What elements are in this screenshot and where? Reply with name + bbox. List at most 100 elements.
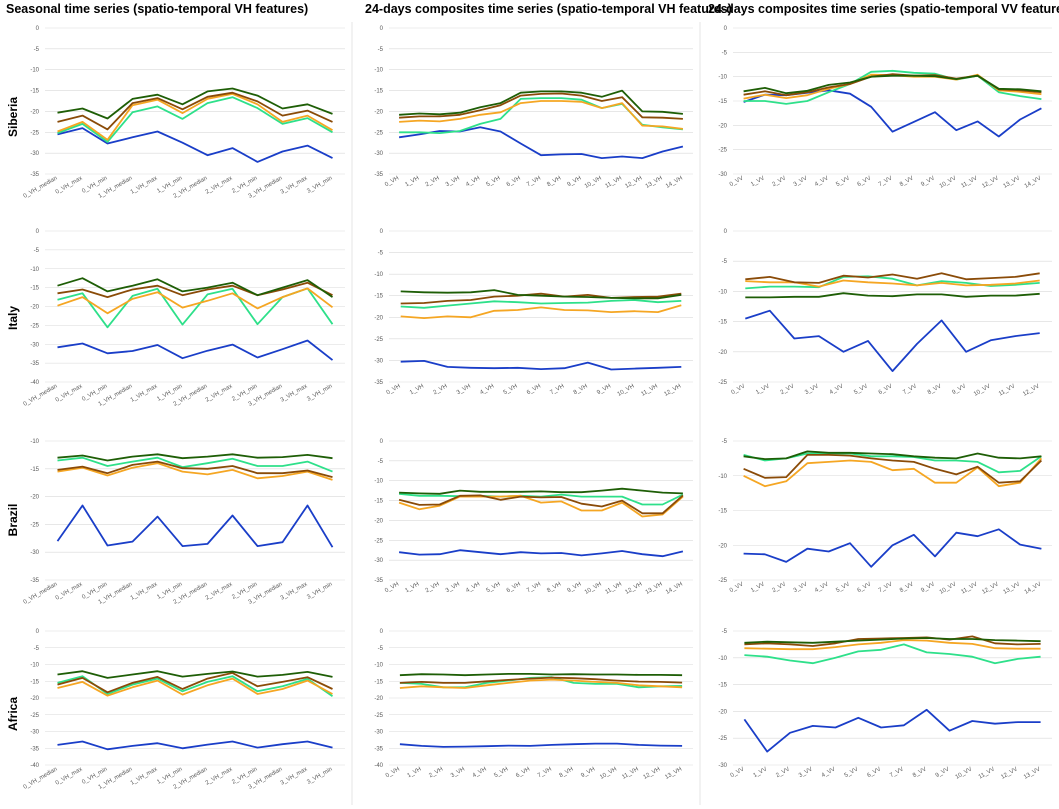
y-tick-label: -15 [30,679,39,685]
y-tick-label: -35 [30,746,39,752]
series-brown-line [57,460,333,478]
y-tick-label: -40 [30,763,39,769]
x-tick-label: 2_VV [780,384,796,397]
x-tick-label: 10_VH [584,176,603,190]
x-tick-label: 4_VV [814,176,830,189]
y-tick-label: -35 [374,746,383,752]
column-title-seasonal-vh: Seasonal time series (spatio-temporal VH… [6,2,308,16]
x-tick-label: 8_VH [546,582,562,595]
series-darkgreen-line [57,87,333,120]
y-tick-label: -5 [722,50,728,56]
x-tick-label: 0_VV [729,582,745,595]
x-tick-label: 8_VH [573,384,589,397]
chart-italy-seasonal: 0 -5 -10 -15 -20 -25 -30 -35 -400_VH_median0_VH_… [23,229,345,408]
y-tick-label: -20 [718,350,727,356]
x-tick-label: 3_VH [450,767,466,780]
x-tick-label: 3_VH_max [280,582,309,602]
y-tick-label: -10 [718,474,727,480]
y-tick-label: -10 [374,68,383,74]
series-darkgreen-line [400,289,682,300]
x-tick-label: 6_VH [515,767,531,780]
row-label-italy: Italy [6,306,20,330]
y-tick-label: -35 [374,380,383,386]
x-tick-label: 13_VH [664,767,683,781]
x-tick-label: 3_VV [793,176,809,189]
series-orange-line [57,287,334,315]
y-tick-label: -10 [30,439,39,445]
series-brown-line [57,672,333,694]
x-tick-label: 7_VV [902,384,918,397]
y-tick-label: -30 [30,730,39,736]
series-orange-line [743,457,1043,488]
x-tick-label: 13_VH [645,176,664,190]
series-darkgreen-line [57,670,333,679]
x-tick-label: 4_VH [465,582,481,595]
chart-africa-seasonal: 0 -5 -10 -15 -20 -25 -30 -35 -400_VH_median0_VH_… [23,629,345,791]
y-tick-label: -25 [374,337,383,343]
x-tick-label: 9_VV [935,767,951,780]
x-tick-label: 0_VH_median [23,767,59,791]
x-tick-label: 3_VV [804,384,820,397]
series-brown-line [743,73,1042,97]
y-tick-label: -25 [374,538,383,544]
y-tick-label: -30 [30,550,39,556]
x-tick-label: 12_VH [643,767,662,781]
series-darkgreen-line [399,673,683,677]
y-tick-label: -25 [718,148,727,154]
x-tick-label: 1_VV [750,582,766,595]
x-tick-label: 14_VH [665,176,684,190]
x-tick-label: 2_VV [775,767,791,780]
x-tick-label: 8_VV [899,582,915,595]
y-tick-label: -5 [378,251,384,257]
x-tick-label: 6_VH [506,582,522,595]
x-tick-label: 2_VH_max [205,582,234,602]
y-tick-label: 0 [724,229,728,235]
x-tick-label: 3_VH_max [280,384,309,404]
chart-brazil-vh: 0 -5 -10 -15 -20 -25 -30 -350_VH 1_VH 2_VH 3_VH 4_V… [374,439,693,596]
y-tick-label: -20 [374,518,383,524]
x-tick-label: 1_VH [407,767,423,780]
x-tick-label: 5_VH [493,767,509,780]
x-tick-label: 10_VH [584,582,603,596]
chart-brazil-vv: -5 -10 -15 -20 -250_VV 1_VV 2_VV 3_VV 4_VV 5_VV 6_… [718,439,1052,596]
x-tick-label: 9_VH [596,384,612,397]
x-tick-label: 6_VV [878,384,894,397]
x-tick-label: 10_VV [939,582,958,596]
x-tick-label: 13_VV [1002,582,1021,596]
series-green-line [57,456,333,473]
x-tick-label: 9_VH [580,767,596,780]
x-tick-label: 7_VV [878,582,894,595]
x-tick-label: 1_VV [755,384,771,397]
y-tick-label: -30 [374,730,383,736]
series-darkgreen-line [399,487,683,495]
series-orange-line [57,93,333,141]
y-tick-label: -20 [718,543,727,549]
x-tick-label: 4_VH [472,767,488,780]
x-tick-label: 13_VV [1023,767,1042,781]
x-tick-label: 11_VV [960,176,978,190]
y-tick-label: -20 [718,709,727,715]
x-tick-label: 11_VH [621,767,640,781]
x-tick-label: 3_VH_min [306,176,333,195]
chart-siberia-vh: 0 -5 -10 -15 -20 -25 -30 -350_VH 1_VH 2_VH 3_VH 4_V… [374,26,693,190]
series-darkgreen-line [399,89,683,116]
y-tick-label: 0 [380,229,384,235]
series-blue-line [57,127,333,163]
y-tick-label: -30 [718,172,727,178]
y-tick-label: -5 [378,646,384,652]
x-tick-label: 11_VV [998,384,1016,398]
column-title-composites-vh: 24-days composites time series (spatio-t… [365,2,732,16]
x-tick-label: 1_VV [752,767,768,780]
y-tick-label: 0 [36,26,40,32]
y-tick-label: -10 [718,289,727,295]
y-tick-label: -5 [378,459,384,465]
y-tick-label: -25 [718,736,727,742]
x-tick-label: 1_VH_max [130,176,159,196]
series-brown-line [57,91,333,131]
x-tick-label: 8_VH [546,176,562,189]
x-tick-label: 5_VV [835,582,851,595]
x-tick-label: 11_VH [605,582,624,596]
x-tick-label: 11_VH [605,176,624,190]
y-tick-label: -25 [374,713,383,719]
y-tick-label: -25 [30,713,39,719]
